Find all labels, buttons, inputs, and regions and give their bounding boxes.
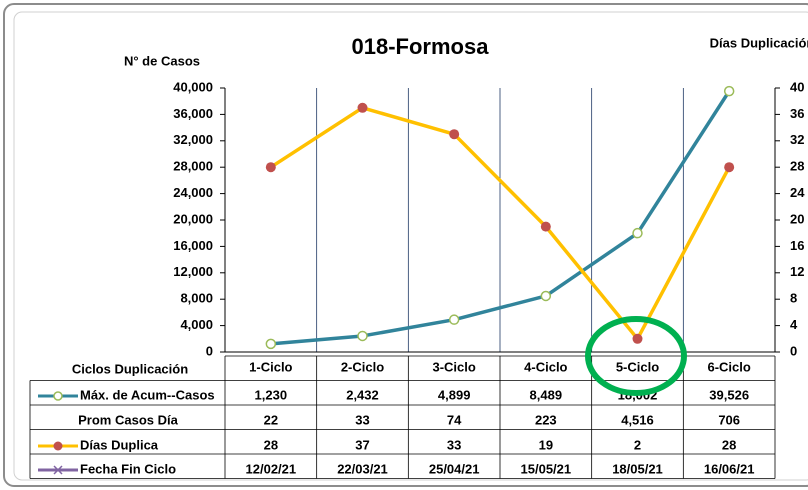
y-tick-label: 32,000: [173, 132, 213, 147]
y-tick-label: 4,000: [180, 317, 213, 332]
x-tick-label: 4-Ciclo: [524, 359, 567, 374]
table-cell: 28: [722, 437, 736, 452]
y2-tick-label: 32: [790, 132, 804, 147]
y2-tick-label: 24: [790, 185, 805, 200]
legend-label: Máx. de Acum--Casos: [80, 387, 215, 402]
y-tick-label: 8,000: [180, 291, 213, 306]
y-tick-label: 24,000: [173, 185, 213, 200]
series-point: [265, 162, 276, 173]
legend-marker: [53, 465, 63, 475]
table-row-label: Fecha Fin Ciclo: [80, 461, 176, 476]
series-point: [723, 85, 735, 97]
table-cell: 16/06/21: [704, 461, 755, 476]
y-tick-label: 16,000: [173, 238, 213, 253]
chart-title: 018-Formosa: [352, 34, 490, 59]
table-cell: 22: [264, 412, 278, 427]
y2-tick-label: 28: [790, 159, 804, 174]
y2-tick-label: 4: [790, 317, 798, 332]
legend-label: Días Duplica: [80, 437, 159, 452]
highlight-circle: [585, 316, 687, 396]
x-tick-label: 2-Ciclo: [341, 359, 384, 374]
series-point: [357, 330, 368, 342]
table-cell: 2: [634, 437, 641, 452]
table-cell: 4,899: [438, 387, 471, 402]
y2-tick-label: 20: [790, 211, 804, 226]
y2-tick-label: 0: [790, 343, 797, 358]
y2-tick-label: 12: [790, 264, 804, 279]
series-point: [449, 129, 460, 140]
legend-marker: [53, 391, 63, 401]
table-cell: 706: [718, 412, 740, 427]
table-cell: 18/05/21: [612, 461, 663, 476]
x-tick-label: 6-Ciclo: [707, 359, 750, 374]
table-cell: 12/02/21: [246, 461, 297, 476]
y-tick-label: 12,000: [173, 264, 213, 279]
series-line: [269, 106, 731, 341]
table-cell: 1,230: [255, 387, 288, 402]
y2-tick-label: 16: [790, 238, 804, 253]
series-point: [448, 314, 460, 325]
y-tick-label: 36,000: [173, 106, 213, 121]
y-tick-label: 40,000: [173, 79, 213, 94]
x-tick-label: 1-Ciclo: [249, 359, 292, 374]
table-header: Ciclos Duplicación: [72, 361, 188, 376]
x-tick-label: 5-Ciclo: [616, 359, 659, 374]
y2-axis-label: Días Duplicación: [710, 35, 808, 50]
table-cell: 8,489: [530, 387, 563, 402]
y-tick-label: 0: [206, 343, 213, 358]
series-point: [265, 338, 277, 350]
table-cell: 28: [264, 437, 278, 452]
y2-tick-label: 8: [790, 291, 797, 306]
y2-tick-label: 40: [790, 79, 804, 94]
table-cell: 39,526: [709, 387, 749, 402]
table-cell: 74: [447, 412, 462, 427]
series-point: [632, 227, 643, 239]
series-point: [357, 102, 368, 113]
table-cell: 2,432: [346, 387, 379, 402]
table-cell: 33: [447, 437, 461, 452]
inner-frame: [13, 11, 808, 481]
series-point: [724, 162, 735, 173]
y-tick-label: 20,000: [173, 211, 213, 226]
y-tick-label: 28,000: [173, 159, 213, 174]
series-point: [632, 333, 643, 344]
series-point: [540, 221, 551, 232]
series-line: [270, 90, 731, 346]
table-cell: 22/03/21: [337, 461, 388, 476]
table-cell: 4,516: [621, 412, 654, 427]
table-cell: 223: [535, 412, 557, 427]
x-tick-label: 3-Ciclo: [432, 359, 475, 374]
y-axis-label: N° de Casos: [124, 53, 200, 68]
table-cell: 37: [355, 437, 369, 452]
table-cell: 33: [355, 412, 369, 427]
table-cell: 19: [539, 437, 553, 452]
table-cell: 15/05/21: [521, 461, 572, 476]
series-point: [540, 290, 552, 302]
legend-marker: [53, 441, 63, 451]
table-cell: 25/04/21: [429, 461, 480, 476]
y2-tick-label: 36: [790, 106, 804, 121]
table-row-label: Prom Casos Día: [78, 412, 178, 427]
